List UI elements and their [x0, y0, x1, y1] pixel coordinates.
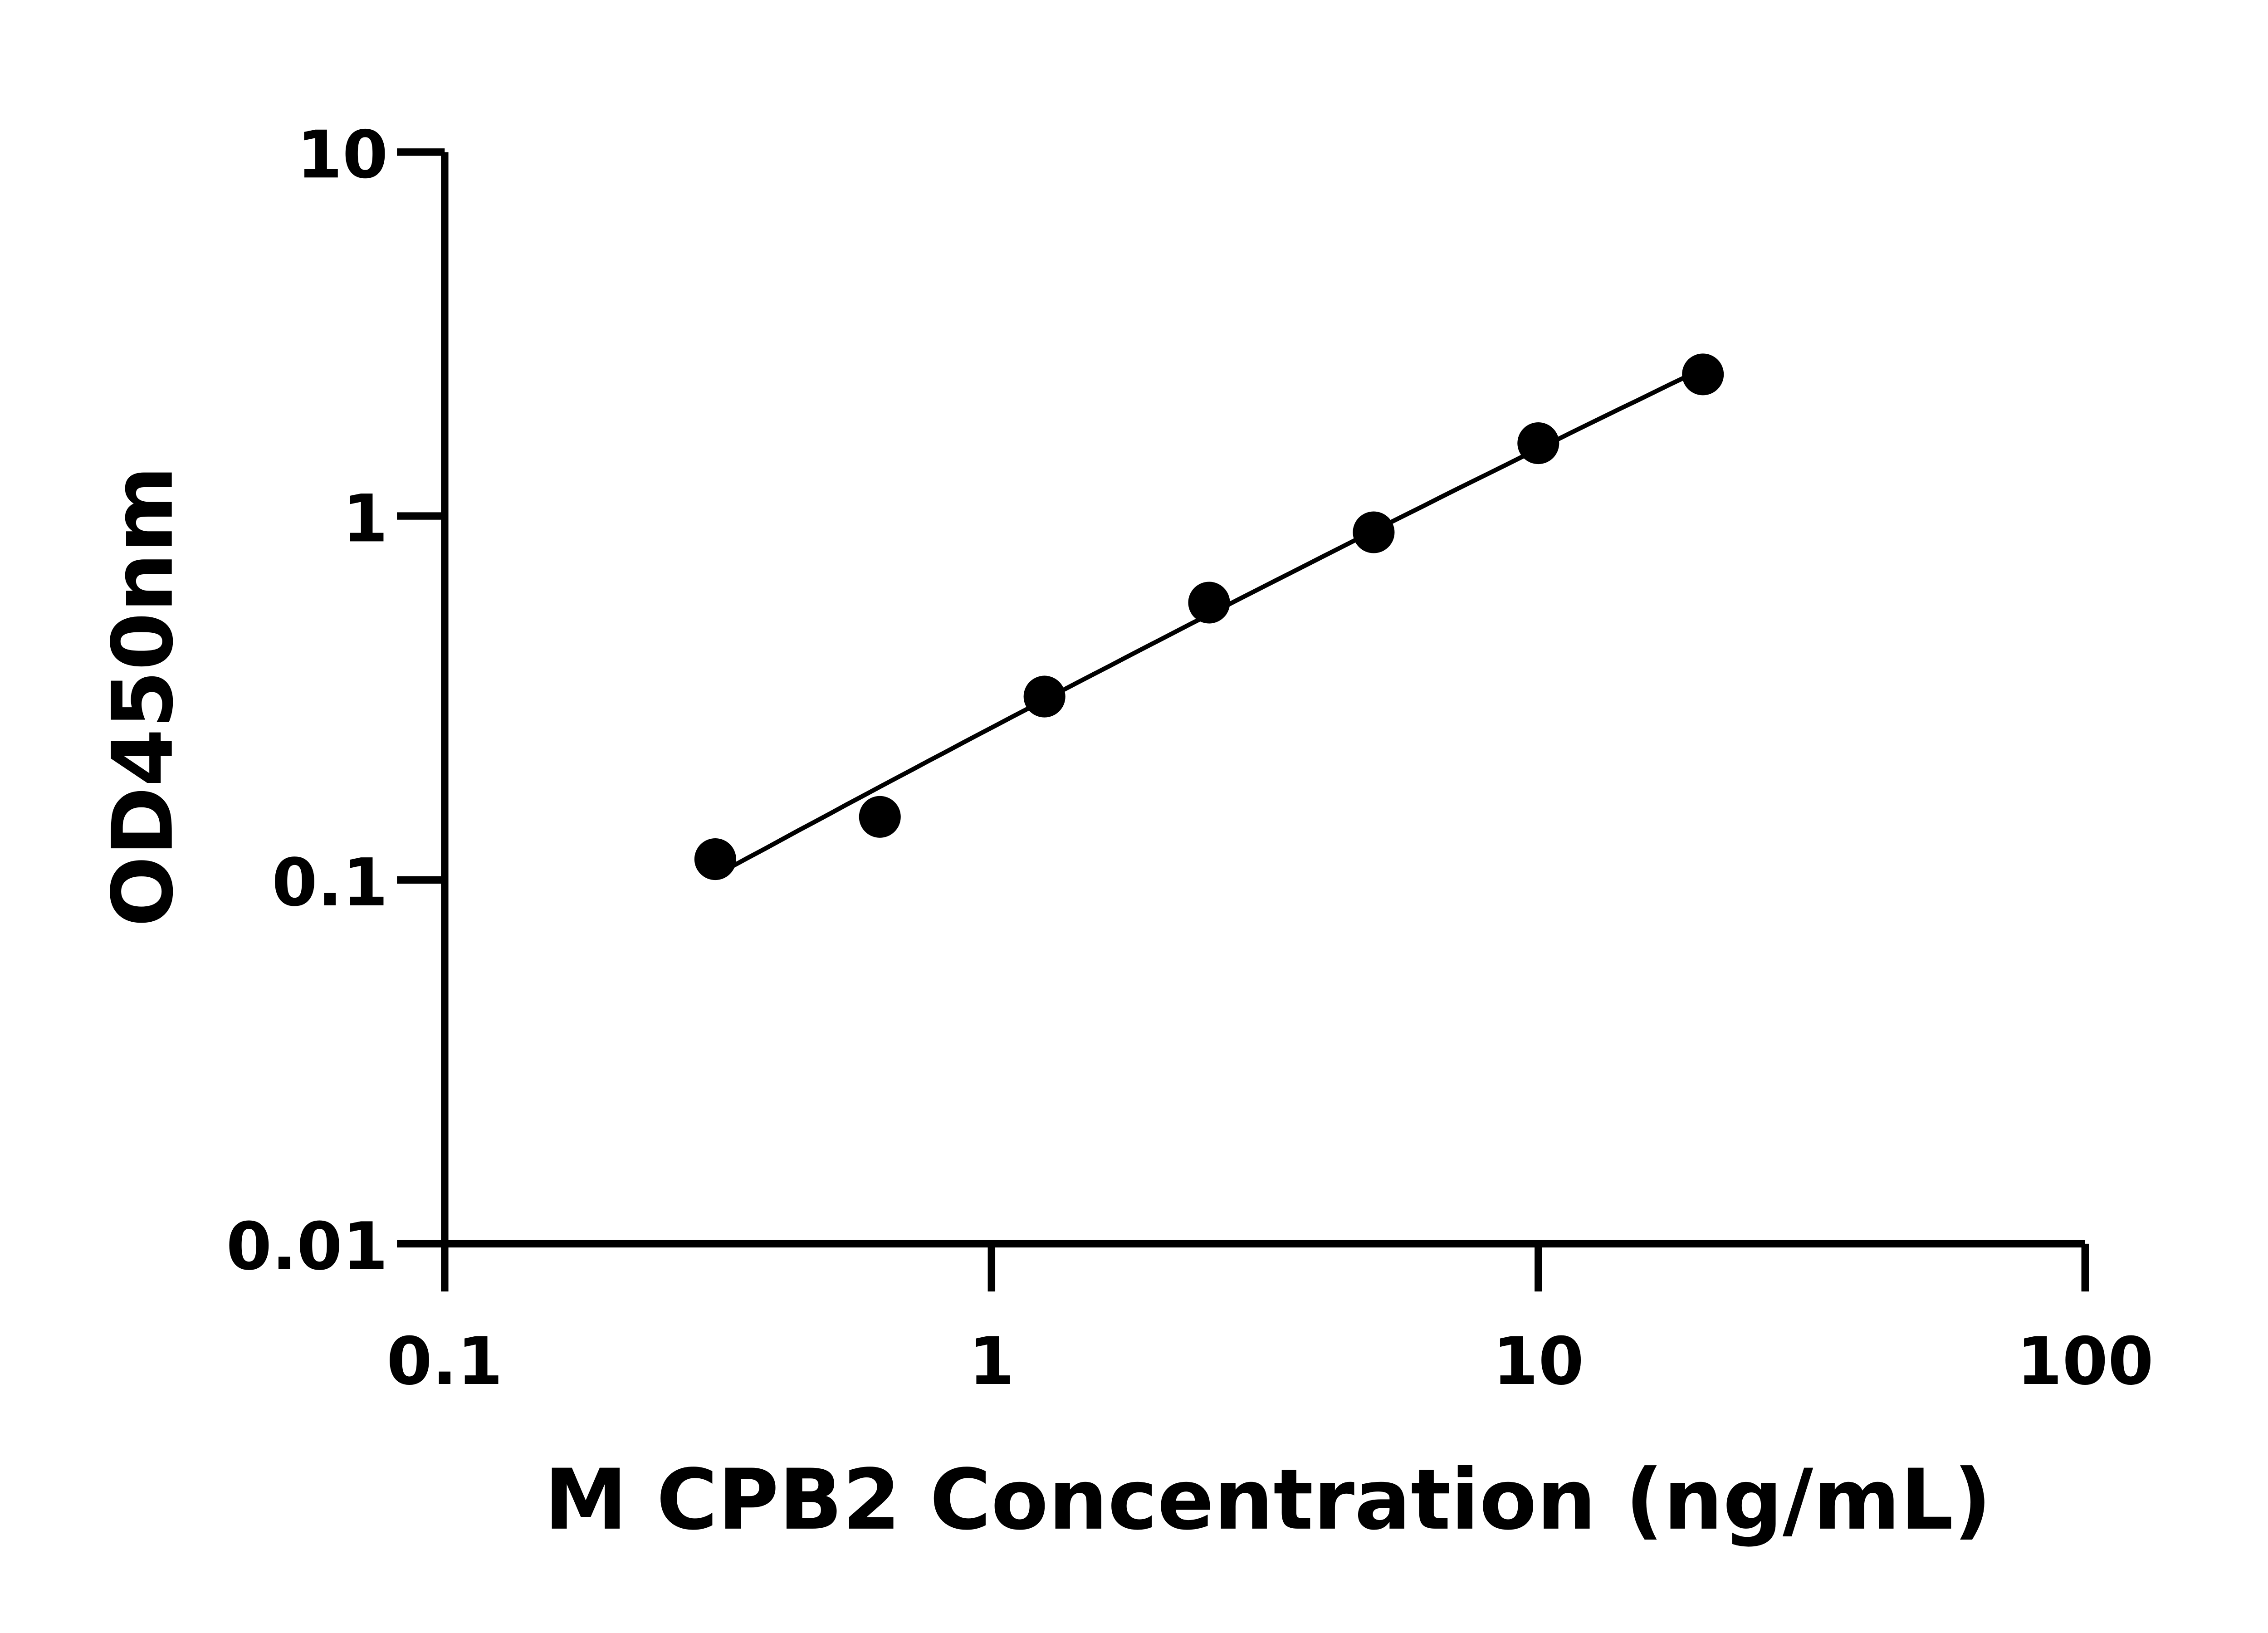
- y-tick-label: 1: [342, 481, 388, 557]
- data-point: [1188, 582, 1230, 624]
- y-tick-label: 10: [297, 117, 388, 193]
- x-tick-label: 1: [968, 1324, 1014, 1400]
- data-points: [694, 353, 1724, 880]
- axes: [397, 148, 2089, 1292]
- data-point: [1023, 675, 1066, 718]
- tick-labels: 0.1 1 10 100 0.01 0.1 1 10: [226, 117, 2154, 1400]
- y-tick-label: 0.01: [226, 1209, 388, 1285]
- x-axis-label: M CPB2 Concentration (ng/mL): [544, 1452, 1992, 1549]
- y-tick-label: 0.1: [272, 845, 388, 921]
- data-point: [1517, 422, 1559, 464]
- x-tick-label: 100: [2017, 1324, 2154, 1400]
- data-point: [694, 838, 736, 880]
- data-point: [859, 796, 901, 838]
- y-axis-label: OD450nm: [95, 466, 192, 927]
- x-tick-label: 0.1: [386, 1324, 503, 1400]
- data-point: [1682, 353, 1724, 396]
- x-tick-label: 10: [1493, 1324, 1584, 1400]
- data-point: [1353, 511, 1395, 553]
